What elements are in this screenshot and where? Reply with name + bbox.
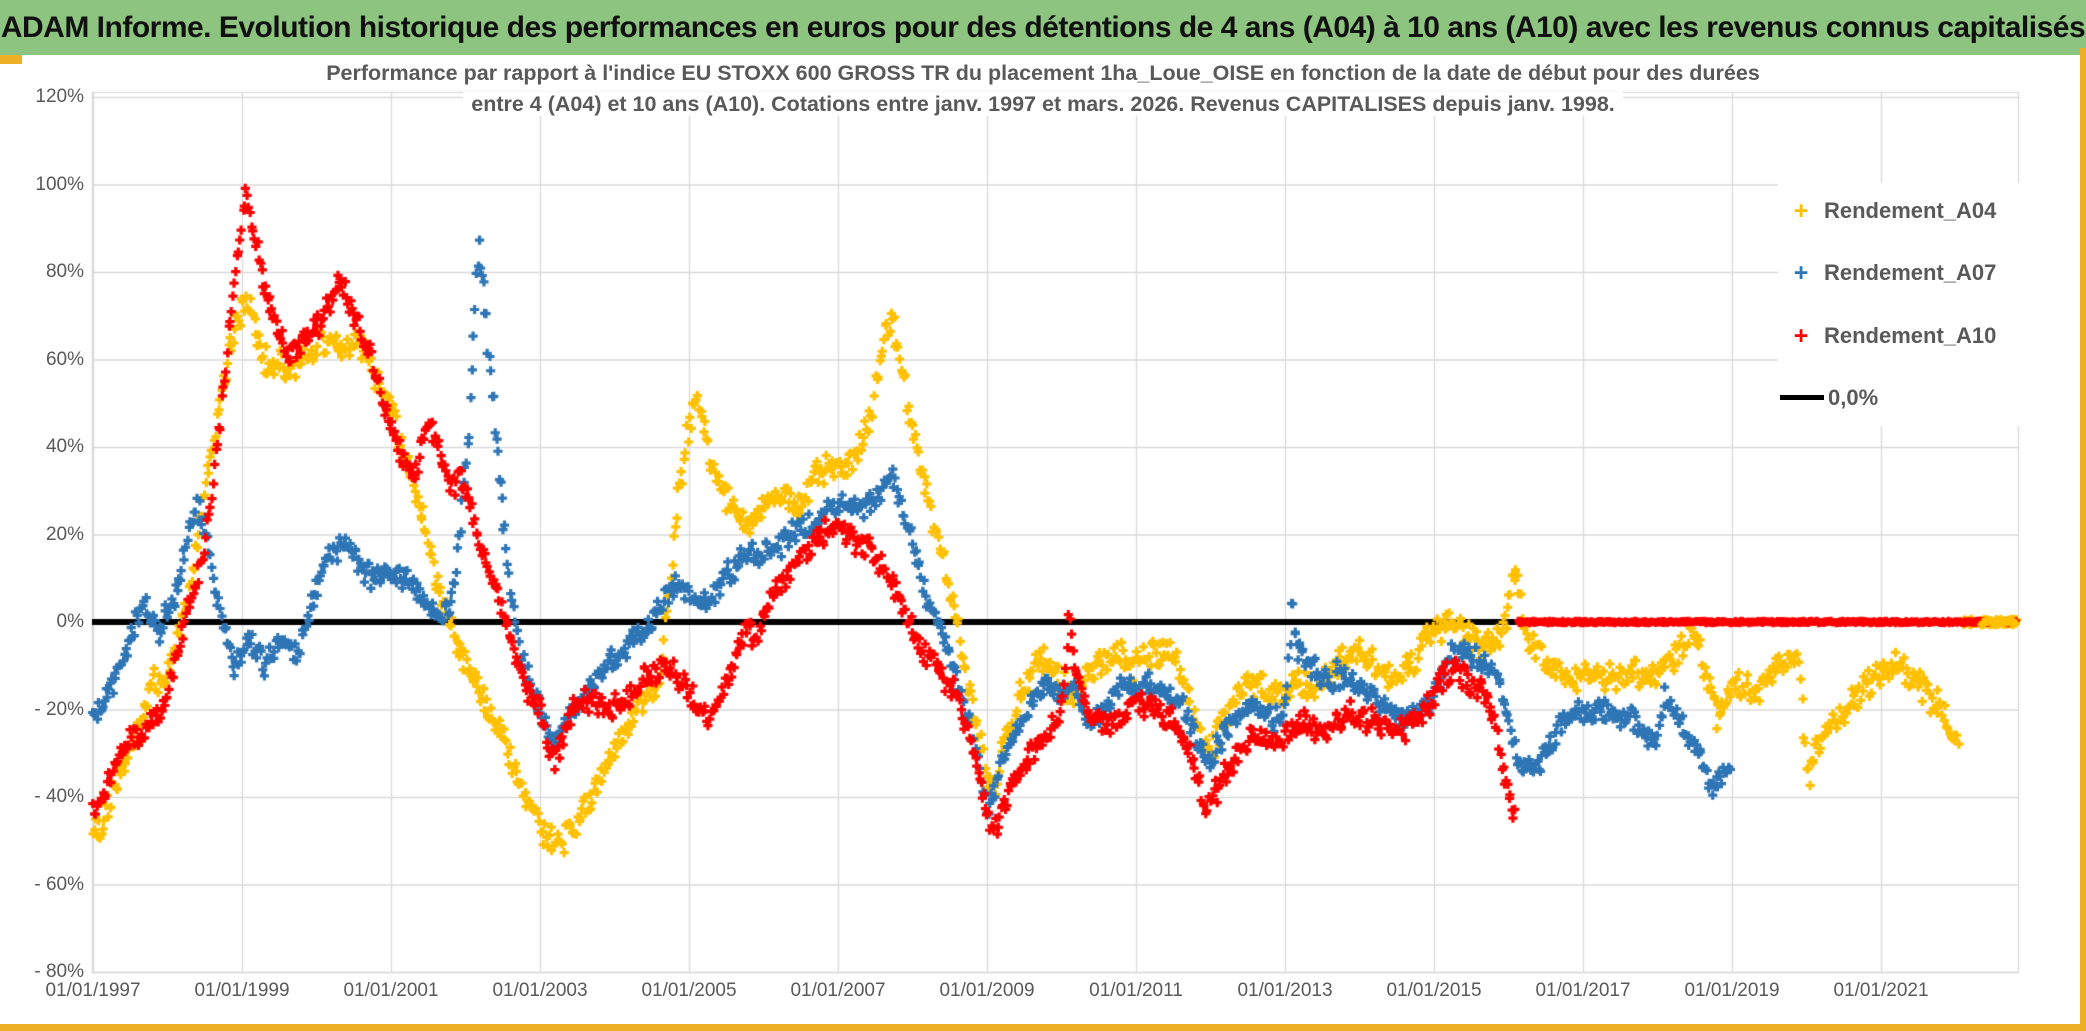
y-axis-tick-label: - 20%	[34, 698, 84, 720]
y-axis-tick-label: - 40%	[34, 786, 84, 807]
x-axis-tick-label: 01/01/2001	[343, 980, 439, 1001]
x-axis-tick-label: 01/01/2019	[1684, 980, 1780, 1001]
x-axis-tick-label: 01/01/2005	[641, 980, 737, 1001]
x-axis-tick-label: 01/01/2003	[492, 980, 588, 1001]
legend-item-rendement_a10: + Rendement_A10	[1778, 314, 2074, 358]
x-axis-tick-label: 01/01/2013	[1237, 980, 1333, 1001]
legend-item-rendement_a07: + Rendement_A07	[1778, 251, 2074, 295]
zero-line-swatch	[1780, 395, 1824, 401]
x-axis-tick-label: 01/01/1997	[45, 980, 141, 1001]
x-axis-tick-label: 01/01/2021	[1833, 980, 1929, 1001]
x-axis-tick-label: 01/01/2017	[1535, 980, 1631, 1001]
y-axis-tick-label: 0%	[56, 611, 84, 632]
y-axis-tick-label: 40%	[45, 436, 84, 457]
plus-marker-icon: +	[1793, 259, 1809, 288]
x-axis-tick-label: 01/01/2009	[939, 980, 1035, 1001]
legend-label: Rendement_A07	[1824, 260, 1997, 286]
x-axis-tick-label: 01/01/2007	[790, 980, 886, 1001]
y-axis-tick-label: 100%	[35, 173, 84, 195]
x-axis-tick-label: 01/01/2011	[1089, 980, 1183, 1001]
x-axis-tick-label: 01/01/1999	[194, 980, 290, 1001]
chart-title: Performance par rapport à l'indice EU ST…	[200, 58, 1886, 120]
x-axis-tick-label: 01/01/2015	[1386, 980, 1482, 1001]
y-axis-tick-label: 60%	[45, 348, 84, 370]
chart-legend: + Rendement_A04 + Rendement_A07 + Rendement_A…	[1778, 183, 2074, 426]
y-axis-tick-label: 80%	[45, 261, 84, 282]
legend-label: 0,0%	[1828, 384, 1879, 410]
plus-marker-icon: +	[1793, 197, 1809, 225]
y-axis-tick-label: - 60%	[34, 873, 84, 895]
y-axis-tick-label: 120%	[35, 86, 84, 107]
chart-title-line2: entre 4 (A04) et 10 ans (A10). Cotations…	[463, 92, 1623, 116]
plus-marker-icon: +	[1793, 321, 1809, 350]
legend-item-rendement_a04: + Rendement_A04	[1778, 189, 2074, 233]
legend-label: Rendement_A10	[1824, 322, 1997, 348]
legend-item-zero-line: 0,0%	[1778, 376, 2074, 420]
y-axis-tick-label: 20%	[45, 523, 84, 545]
chart-title-line1: Performance par rapport à l'indice EU ST…	[318, 61, 1768, 85]
legend-label: Rendement_A04	[1824, 198, 1997, 223]
y-axis-tick-label: - 80%	[34, 961, 84, 982]
